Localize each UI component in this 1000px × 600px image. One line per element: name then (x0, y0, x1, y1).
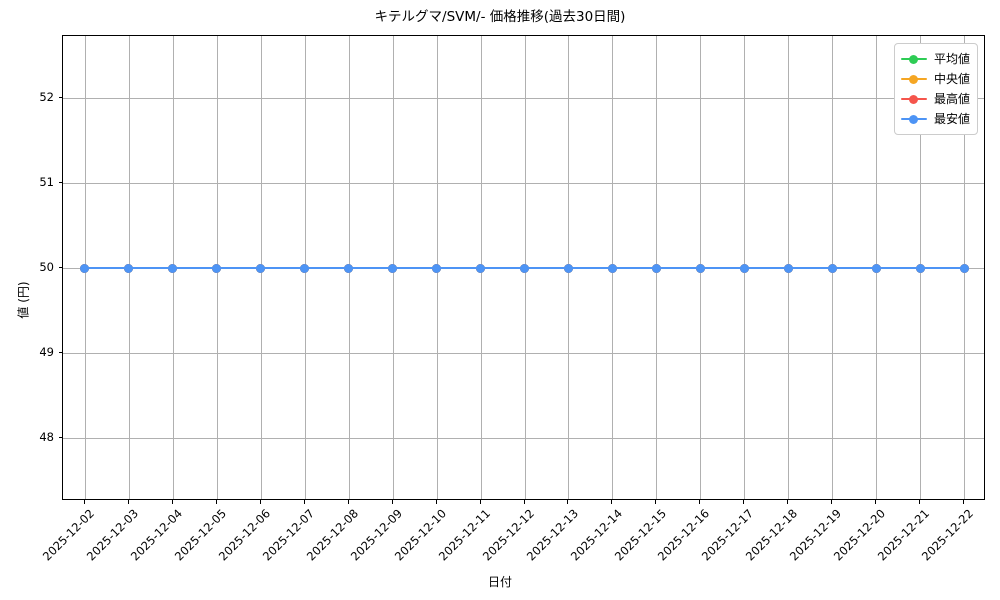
y-tick-label: 49 (39, 345, 54, 360)
series-data-point (563, 263, 573, 273)
x-tick-mark (303, 500, 305, 504)
series-data-point (80, 263, 90, 273)
x-tick-mark (215, 500, 217, 504)
series-line-segment (920, 266, 964, 270)
series-line-segment (568, 266, 613, 270)
series-line-segment (700, 266, 745, 270)
gridline-horizontal (63, 98, 984, 100)
series-data-point (695, 263, 705, 273)
series-data-point (212, 263, 222, 273)
data-series (63, 36, 984, 499)
legend-marker-icon (900, 93, 927, 105)
gridline-horizontal (63, 438, 984, 440)
series-data-point (520, 263, 529, 273)
series-line-segment (260, 266, 305, 270)
series-line-segment (348, 266, 393, 270)
series-line-segment (876, 266, 921, 270)
series-line-segment (304, 266, 349, 270)
y-tick-label: 50 (39, 260, 54, 275)
x-tick-mark (523, 500, 525, 504)
x-tick-mark (83, 500, 85, 504)
series-line-segment (172, 266, 217, 270)
x-tick-mark (347, 500, 349, 504)
x-tick-mark (127, 500, 129, 504)
plot-area: 平均値中央値最高値最安値 (62, 35, 985, 500)
x-tick-mark (699, 500, 701, 504)
series-data-point (388, 263, 398, 273)
series-data-point (651, 263, 661, 273)
series-data-point (739, 263, 749, 273)
y-tick-label: 48 (39, 430, 54, 445)
series-line-segment (612, 266, 657, 270)
series-line-segment (84, 266, 129, 270)
legend-item-label: 中央値 (933, 72, 970, 86)
series-data-point (827, 263, 837, 273)
y-tick-mark (58, 437, 62, 439)
x-tick-mark (479, 500, 481, 504)
series-line-segment (524, 266, 569, 270)
x-tick-mark (743, 500, 745, 504)
y-tick-mark (58, 182, 62, 184)
series-data-point (300, 263, 310, 273)
legend-item[interactable]: 中央値 (900, 69, 970, 89)
series-data-point (124, 263, 134, 273)
legend-item-label: 最安値 (933, 112, 970, 126)
series-data-point (915, 263, 925, 273)
y-tick-label: 51 (39, 175, 54, 190)
y-tick-label: 52 (39, 90, 54, 105)
x-tick-mark (787, 500, 789, 504)
series-data-point (476, 263, 486, 273)
series-data-point (344, 263, 354, 273)
x-tick-mark (391, 500, 393, 504)
y-axis-title: 値 (円) (16, 281, 31, 319)
chart-title: キテルグマ/SVM/- 価格推移(過去30日間) (374, 9, 626, 25)
series-data-point (168, 263, 178, 273)
legend-item[interactable]: 最高値 (900, 89, 970, 109)
legend-item[interactable]: 平均値 (900, 49, 970, 69)
series-layer (63, 36, 984, 499)
x-tick-mark (655, 500, 657, 504)
series-line-segment (216, 266, 261, 270)
legend-marker-icon (900, 73, 927, 85)
x-tick-mark (831, 500, 833, 504)
legend-marker-icon (900, 53, 927, 65)
series-data-point (432, 263, 442, 273)
legend-item[interactable]: 最安値 (900, 109, 970, 129)
legend-marker-icon (900, 113, 927, 125)
x-tick-mark (875, 500, 877, 504)
y-tick-mark (58, 267, 62, 269)
x-tick-mark (435, 500, 437, 504)
legend-item-label: 平均値 (933, 52, 970, 66)
series-line-segment (480, 266, 525, 270)
x-tick-mark (259, 500, 261, 504)
series-line-segment (392, 266, 437, 270)
gridline-horizontal (63, 183, 984, 185)
x-tick-mark (919, 500, 921, 504)
legend-item-label: 最高値 (933, 92, 970, 106)
series-data-point (783, 263, 793, 273)
y-tick-mark (58, 97, 62, 99)
series-data-point (871, 263, 881, 273)
series-line-segment (128, 266, 173, 270)
series-data-point (256, 263, 266, 273)
series-line-segment (832, 266, 877, 270)
y-tick-mark (58, 352, 62, 354)
x-tick-mark (963, 500, 965, 504)
x-axis-title: 日付 (487, 575, 512, 589)
x-tick-mark (171, 500, 173, 504)
chart-legend: 平均値中央値最高値最安値 (893, 43, 978, 135)
series-data-point (959, 263, 969, 273)
series-line-segment (656, 266, 701, 270)
series-line-segment (788, 266, 833, 270)
gridline-horizontal (63, 353, 984, 355)
series-line-segment (436, 266, 481, 270)
series-data-point (607, 263, 617, 273)
x-tick-mark (567, 500, 569, 504)
series-line-segment (744, 266, 789, 270)
x-tick-mark (611, 500, 613, 504)
